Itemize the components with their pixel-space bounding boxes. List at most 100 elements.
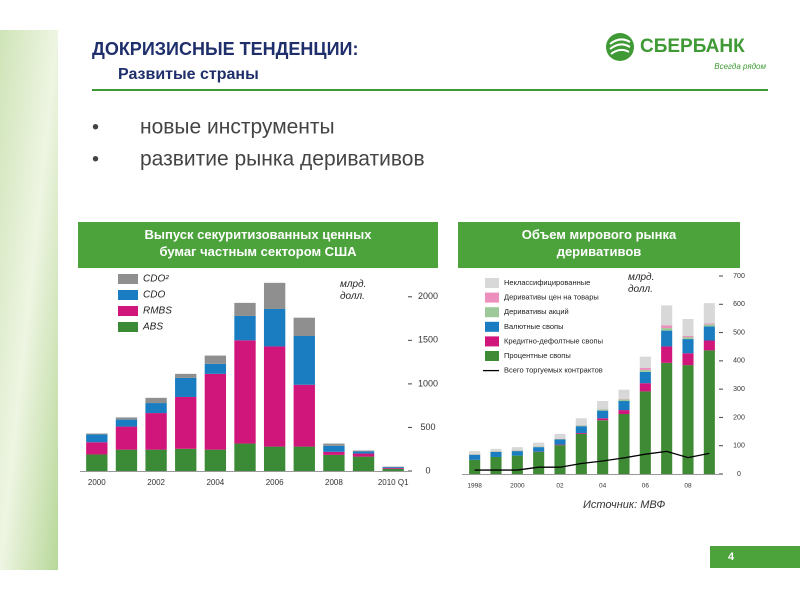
y-tick-label: 600 [733, 301, 745, 308]
unit-line: долл. [340, 291, 365, 302]
bar-segment [234, 315, 256, 341]
bar-segment [703, 324, 715, 327]
x-tick-label: 2004 [206, 478, 224, 487]
bar-segment [661, 362, 673, 474]
bar-segment [115, 426, 138, 450]
bar-segment [682, 335, 694, 338]
y-tick-label: 0 [425, 465, 430, 475]
bar-segment [703, 350, 715, 474]
title-line: Объем мирового рынка [522, 227, 677, 242]
y-tick-label: 500 [420, 422, 435, 432]
x-tick-label: 2002 [147, 478, 165, 487]
x-tick-label: 04 [599, 483, 607, 490]
bar-segment [661, 330, 673, 347]
bar-segment [145, 397, 167, 404]
bar-segment [597, 409, 609, 411]
bar-segment [661, 305, 673, 326]
bar-segment [533, 446, 545, 448]
bar-segment [204, 373, 227, 450]
bar-segment [554, 433, 566, 439]
logo-mark [609, 38, 631, 55]
bar-segment [323, 443, 345, 446]
bar-segment [490, 457, 502, 474]
bar-segment [575, 418, 587, 426]
title-line: бумаг частным сектором США [159, 244, 357, 259]
bar-segment [204, 363, 227, 374]
chart-header [78, 222, 438, 268]
bar-segment [263, 446, 286, 471]
y-tick-label: 700 [733, 273, 745, 280]
bar-segment [234, 443, 256, 471]
bullet-dot: • [92, 148, 99, 170]
unit-label: млрд. долл. [340, 279, 366, 302]
bar-segment [618, 399, 630, 402]
bar-segment [204, 449, 227, 471]
bar-segment [703, 326, 715, 341]
bar-segment [575, 432, 587, 434]
title-line: Выпуск секуритизованных ценных [145, 227, 373, 242]
legend-label: Процентные свопы [504, 351, 571, 360]
legend-swatch [118, 274, 138, 284]
bar-segment [145, 403, 167, 414]
legend-label: Неклассифицированные [504, 278, 590, 287]
bar-segment [618, 398, 630, 400]
chart-header [458, 222, 740, 268]
bar-segment [618, 389, 630, 399]
bar-segment [661, 346, 673, 363]
bar-segment [597, 418, 609, 421]
bar-segment [597, 401, 609, 410]
bar-segment [175, 373, 197, 378]
bar-segment [204, 355, 227, 364]
bar-segment [293, 335, 315, 385]
unit-line: млрд. [628, 272, 654, 283]
bullet: новые инструменты [140, 116, 335, 139]
bar-segment [639, 371, 651, 384]
bar-segment [703, 323, 715, 325]
bar-segment [263, 282, 286, 309]
legend-swatch [485, 307, 499, 318]
title-line: деривативов [557, 244, 642, 259]
x-tick-label: 2006 [266, 478, 284, 487]
y-tick-label: 400 [733, 358, 745, 365]
bar-segment [175, 396, 197, 449]
x-tick-label: 2000 [88, 478, 106, 487]
legend-swatch [118, 290, 138, 300]
bar-segment [175, 448, 197, 471]
bar-segment [639, 391, 651, 474]
bar-segment [682, 353, 694, 366]
bar-segment [145, 449, 167, 471]
legend-label: Деривативы цен на товары [504, 293, 599, 302]
bar-segment [490, 451, 502, 452]
side-strip [0, 30, 58, 570]
bar-segment [263, 308, 286, 347]
chart-title: Выпуск секуритизованных ценных бумаг част… [145, 227, 373, 259]
y-tick-label: 300 [733, 386, 745, 393]
bar-segment [554, 439, 566, 445]
bar-segment [469, 454, 481, 460]
bar-segment [511, 455, 523, 474]
bar-segment [323, 445, 345, 452]
bar-segment [618, 410, 630, 415]
bar-segment [575, 425, 587, 427]
bar-segment [352, 450, 375, 452]
bar-segment [293, 317, 315, 336]
bar-segment [554, 438, 566, 440]
bar-segment [533, 451, 545, 474]
bar-segment [352, 456, 375, 471]
bar-segment [639, 356, 651, 368]
bar-segment [639, 367, 651, 370]
bar-segment [575, 433, 587, 474]
bar-segment [352, 451, 375, 454]
y-tick-label: 1500 [418, 335, 438, 345]
bar-segment [511, 447, 523, 451]
bar-segment [469, 459, 481, 474]
unit-label: млрд. долл. [628, 272, 654, 295]
legend-label: Кредитно-дефолтные свопы [504, 336, 603, 345]
bar-segment [618, 401, 630, 411]
slide-title: ДОКРИЗИСНЫЕ ТЕНДЕНЦИИ: [92, 39, 358, 59]
legend-swatch [485, 351, 499, 361]
bar-segment [323, 451, 345, 455]
logo-slogan: Всегда рядом [714, 62, 766, 71]
bar-segment [115, 419, 138, 427]
